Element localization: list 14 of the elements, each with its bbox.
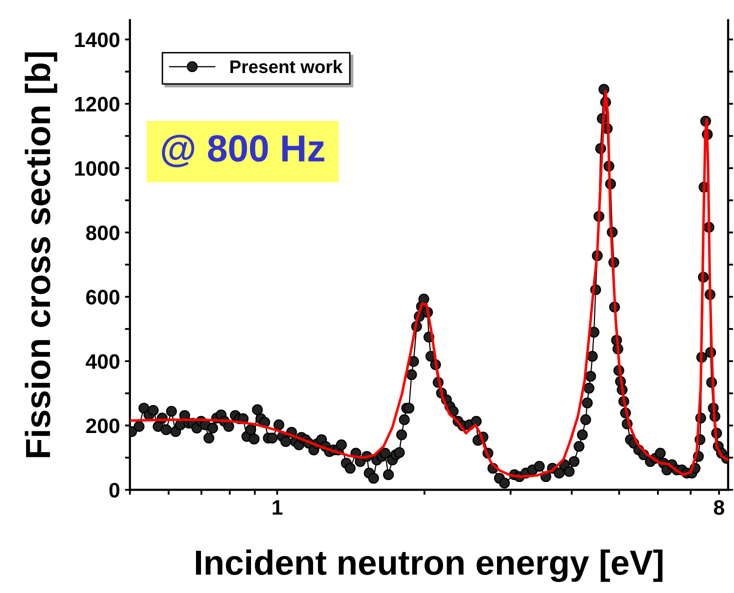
y-tick-label: 1400 (75, 32, 120, 48)
x-tick-label: 1 (272, 500, 282, 515)
x-axis-title: Incident neutron energy [eV] (196, 550, 662, 582)
y-tick-label: 400 (86, 354, 120, 369)
x-tick-label: 8 (714, 500, 724, 515)
y-tick-label: 800 (86, 225, 120, 240)
y-tick-label: 200 (86, 418, 120, 434)
y-axis-title: Fission cross section [b] (24, 52, 58, 458)
legend-label: Present work (230, 60, 343, 74)
y-tick-label: 1200 (75, 96, 120, 112)
y-tick-label: 600 (86, 290, 120, 305)
y-tick-label: 0 (109, 482, 120, 498)
annotation: @ 800 Hz (162, 134, 324, 168)
y-tick-label: 1000 (75, 161, 120, 176)
